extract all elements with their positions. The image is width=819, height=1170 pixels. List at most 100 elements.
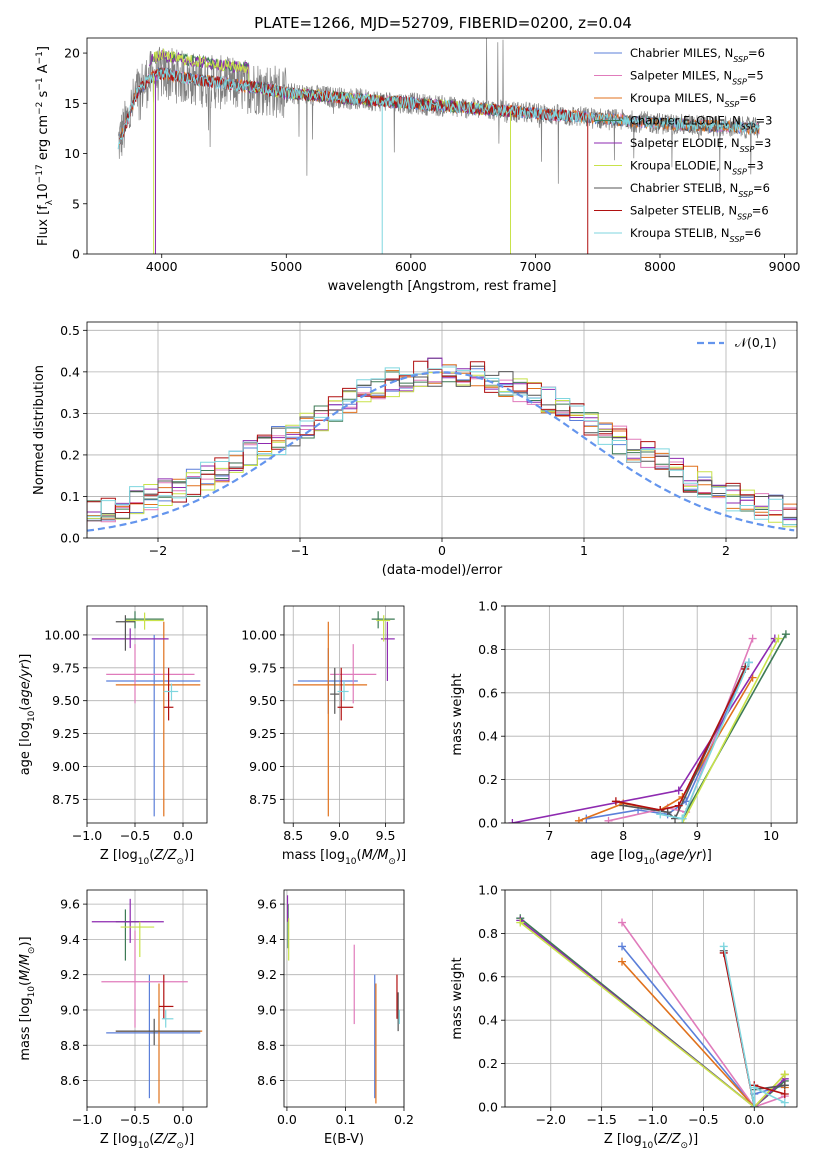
y-tick-label: 0.3: [60, 406, 80, 421]
x-tick-label: 7000: [520, 259, 552, 274]
x-axis-label-part: )]: [184, 848, 194, 863]
legend-label-part: SSP: [741, 122, 756, 131]
axes-frame: [504, 605, 798, 824]
y-tick-label: 9.75: [52, 660, 80, 675]
legend-label-part: Kroupa STELIB, N: [630, 226, 730, 240]
mass-weight-marker: [516, 918, 525, 927]
y-tick-label: 20: [64, 46, 80, 61]
x-axis-label-part: mass [log: [282, 848, 345, 863]
y-axis-label-part: ]: [36, 46, 51, 51]
normal-curve-line: [87, 371, 795, 532]
observed-spectrum-line: [117, 38, 760, 185]
axes-frame: [86, 605, 208, 824]
axes-frame: [283, 605, 405, 824]
mass-weight-marker: [674, 786, 683, 795]
mass-weight-marker: [618, 942, 627, 951]
y-tick-label: 0.4: [478, 1013, 498, 1028]
x-axis-label-part: )]: [702, 848, 712, 863]
mass-vs-metallicity-panel: −1.0 −0.5 0.08.68.89.09.29.49.6Z [log10(Z/…: [18, 889, 208, 1151]
x-axis-label-part: (: [655, 848, 660, 863]
y-axis-label-part: −1: [35, 77, 45, 90]
y-tick-label: 10.00: [44, 627, 80, 642]
x-tick-label: 0.0: [744, 1112, 764, 1127]
y-tick-label: 9.00: [249, 759, 277, 774]
x-tick-label: −1: [291, 543, 309, 558]
legend-label-part: =6: [752, 204, 769, 218]
mass-weight-vs-metallicity-panel: −2.0 −1.5 −1.0 −0.5 0.0 0.0 0.2 0.4 0.6 0.8 1.0 Z […: [450, 883, 798, 1151]
legend-label-part: Kroupa MILES, N: [630, 91, 725, 105]
x-tick-label: −2: [149, 543, 167, 558]
y-axis-label-part: (: [18, 706, 33, 711]
legend-label-part: SSP: [740, 145, 755, 154]
y-tick-label: 0.0: [478, 816, 498, 831]
y-tick-label: 0.4: [60, 364, 80, 379]
mass-vs-ebv-panel: 0.0 0.1 0.2 8.6 8.8 9.0 9.2 9.4 9.6 E(B-V): [257, 889, 414, 1147]
x-axis-label-part: (: [653, 1132, 658, 1147]
plot-area: [117, 38, 760, 254]
y-axis-label-part: −1: [35, 51, 45, 64]
mass-weight-line: [578, 677, 754, 822]
histogram-step-line: [87, 366, 797, 526]
y-tick-label: 10.00: [241, 627, 277, 642]
y-axis-label-part: M/M: [18, 954, 33, 981]
x-tick-label: 10: [763, 828, 779, 843]
y-axis-label: age [log10(age/yr)]: [18, 654, 37, 776]
legend-label-part: SSP: [738, 190, 753, 199]
y-tick-label: 8.6: [257, 1073, 277, 1088]
y-tick-label: 9.25: [52, 726, 80, 741]
y-tick-label: 9.50: [52, 693, 80, 708]
x-axis-label: (data-model)/error: [382, 563, 503, 578]
legend-label: 𝒩(0,1): [735, 335, 777, 350]
y-tick-label: 9.2: [257, 967, 277, 982]
age-vs-metallicity-panel: −1.0 −0.5 0.0 8.75 9.00 9.25 9.50 9.75 10.00 Z [l…: [18, 605, 208, 867]
y-axis-label-part: erg cm: [36, 115, 51, 164]
x-axis-label-part: Z/Z: [153, 1132, 177, 1147]
y-axis-label-part: mass [log: [18, 997, 33, 1060]
y-axis-label: Normed distribution: [32, 365, 47, 495]
y-tick-label: 0.5: [60, 323, 80, 338]
x-axis-label-part: (: [149, 1132, 154, 1147]
legend-label-part: Chabrier ELODIE, N: [630, 114, 741, 128]
legend-label-part: Kroupa ELODIE, N: [630, 159, 732, 173]
y-axis-label: mass weight: [450, 957, 465, 1039]
y-axis-label-part: Flux [f: [36, 205, 51, 246]
plot-area: [293, 611, 395, 817]
y-tick-label: 0.2: [478, 1056, 498, 1071]
x-axis-label-part: wavelength [Angstrom, rest frame]: [328, 279, 557, 294]
x-axis-label: Z [log10(Z/Z⊙)]: [100, 848, 194, 867]
x-tick-label: −0.5: [120, 828, 150, 843]
mass-weight-marker: [574, 816, 583, 823]
x-tick-label: −2.0: [536, 1112, 566, 1127]
histogram-step-line: [87, 357, 797, 521]
x-axis-label-part: Z/Z: [657, 1132, 681, 1147]
y-tick-label: 9.0: [60, 1002, 80, 1017]
legend-label-part: =3: [747, 159, 764, 173]
x-tick-label: 1: [580, 543, 588, 558]
mass-weight-marker: [604, 816, 613, 823]
mass-weight-line: [519, 921, 786, 1107]
y-tick-label: 8.6: [60, 1073, 80, 1088]
axes-frame: [504, 889, 798, 1108]
spectrum-panel: 4000 5000 6000 7000 8000 9000 0 5 10 15 20 waveleng…: [35, 37, 800, 294]
legend-label-part: =3: [754, 136, 771, 150]
y-tick-label: 9.75: [249, 660, 277, 675]
y-tick-label: 0.8: [478, 642, 498, 657]
legend-label-part: Salpeter MILES, N: [630, 69, 732, 83]
legend-label-part: Salpeter ELODIE, N: [630, 136, 740, 150]
y-tick-label: 15: [64, 96, 80, 111]
y-tick-label: 9.50: [249, 693, 277, 708]
mass-weight-marker: [674, 801, 683, 810]
x-axis-label-part: ⊙: [176, 1141, 184, 1151]
y-axis-label: Flux [fλ10−17 erg cm−2 s−1 A−1]: [35, 46, 55, 246]
y-tick-label: 8.8: [60, 1038, 80, 1053]
y-axis-label-part: ⊙: [27, 947, 37, 955]
y-tick-label: 9.25: [249, 726, 277, 741]
y-axis-label-part: s: [36, 90, 51, 101]
x-axis-label: Z [log10(Z/Z⊙)]: [100, 1132, 194, 1151]
mass-weight-marker: [780, 1089, 789, 1098]
legend-label-part: =6: [753, 181, 770, 195]
x-axis-label-part: 10: [138, 857, 150, 867]
x-tick-label: 8.5: [283, 828, 303, 843]
